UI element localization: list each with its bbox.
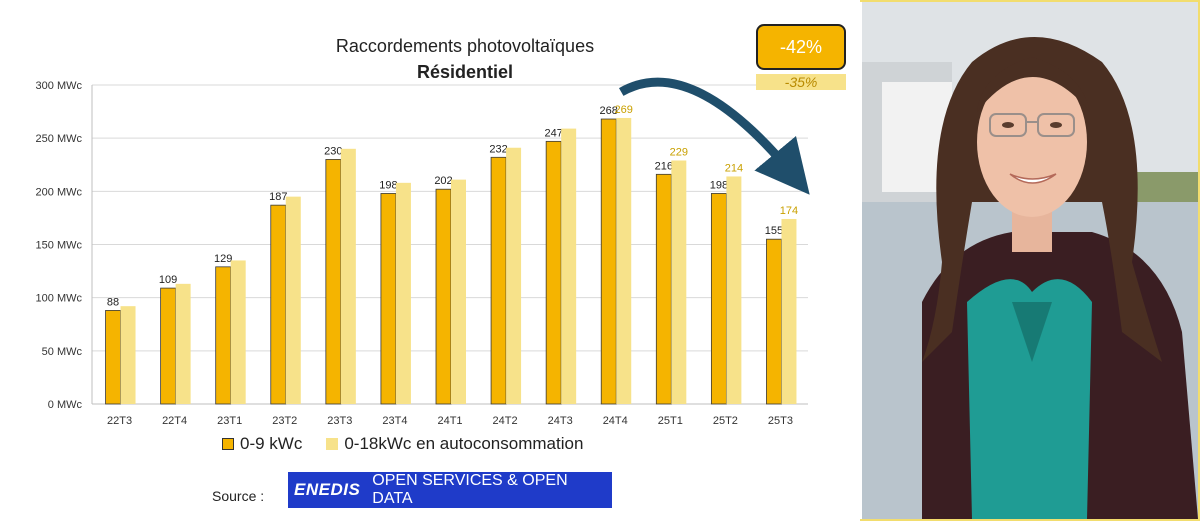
bar-series2 — [175, 283, 191, 404]
data-label-series1: 198 — [379, 179, 397, 191]
y-tick-label: 200 MWc — [36, 186, 83, 198]
x-tick-label: 23T2 — [272, 415, 297, 427]
bar-series1 — [380, 193, 397, 405]
decrease-badge-secondary: -35% — [756, 74, 846, 90]
bar-series2 — [451, 179, 466, 404]
y-tick-label: 300 MWc — [36, 80, 83, 92]
bar-series1 — [490, 156, 507, 405]
decline-arrow — [619, 77, 810, 195]
legend-swatch-series1 — [222, 438, 234, 450]
data-label-series1: 88 — [107, 296, 119, 308]
x-tick-label: 25T3 — [768, 415, 793, 427]
legend-item-series1: 0-9 kWc — [222, 434, 302, 454]
bar-series2 — [671, 160, 687, 404]
chart-legend: 0-9 kWc 0-18kWc en autoconsommation — [222, 434, 607, 454]
bar-series1 — [160, 287, 177, 405]
legend-label-series1: 0-9 kWc — [240, 434, 303, 453]
x-tick-label: 25T1 — [658, 415, 683, 427]
data-label-series2: 269 — [615, 104, 633, 116]
portrait-illustration — [862, 2, 1198, 519]
bar-series1 — [105, 310, 121, 405]
data-label-series1: 155 — [765, 225, 783, 237]
bar-series2 — [506, 147, 522, 404]
data-label-series1: 216 — [655, 160, 673, 172]
data-label-series1: 198 — [710, 179, 728, 191]
bar-series2 — [230, 260, 246, 404]
bar-series2 — [120, 306, 136, 404]
x-tick-label: 24T4 — [603, 415, 628, 427]
chart-panel: 0 MWc 50 MWc 100 MWc 150 MWc 200 MWc 250 MWc 3… — [35, 24, 846, 508]
x-tick-label: 23T4 — [382, 415, 407, 427]
y-tick-label: 250 MWc — [36, 133, 83, 145]
bar-series2 — [616, 117, 632, 405]
bar-series1 — [600, 118, 617, 405]
y-tick-label: 100 MWc — [36, 293, 83, 305]
x-tick-label: 23T3 — [327, 415, 352, 427]
source-label: Source : — [212, 488, 265, 504]
data-label-series1: 109 — [159, 274, 177, 286]
data-label-series2: 229 — [670, 146, 688, 158]
bar-series1 — [270, 204, 287, 405]
chart-title: Raccordements photovoltaïques — [335, 36, 595, 56]
bar-series2 — [285, 196, 301, 404]
x-tick-label: 22T3 — [107, 415, 132, 427]
x-tick-label: 24T2 — [493, 415, 518, 427]
enedis-open-data-banner: ENEDIS OPEN SERVICES & OPEN DATA — [288, 472, 612, 508]
decrease-badge: -42% — [756, 24, 846, 70]
bar-series1 — [710, 193, 727, 405]
bar-chart: 0 MWc 50 MWc 100 MWc 150 MWc 200 MWc 250 MWc 3… — [36, 77, 810, 427]
data-label-series1: 129 — [214, 253, 232, 265]
y-tick-label: 150 MWc — [36, 240, 83, 252]
bar-series1 — [435, 188, 452, 405]
chart-subtitle: Résidentiel — [416, 62, 514, 82]
x-tick-label: 22T4 — [162, 415, 187, 427]
data-label-series1: 202 — [434, 175, 452, 187]
legend-label-series2: 0-18kWc en autoconsommation — [344, 434, 584, 453]
bar-series1 — [655, 173, 672, 405]
data-label-series1: 232 — [489, 143, 507, 155]
bar-series2 — [726, 176, 742, 404]
x-tick-label: 24T1 — [437, 415, 462, 427]
bar-series1 — [325, 159, 342, 405]
y-tick-label: 0 MWc — [48, 399, 83, 411]
x-tick-label: 23T1 — [217, 415, 242, 427]
portrait-photo — [862, 2, 1198, 519]
data-label-series2: 174 — [780, 205, 798, 217]
x-tick-label: 25T2 — [713, 415, 738, 427]
bar-series2 — [340, 148, 356, 404]
data-label-series1: 247 — [544, 127, 562, 139]
enedis-logo: ENEDIS — [294, 480, 361, 499]
bar-series1 — [766, 238, 782, 405]
data-label-series1: 187 — [269, 191, 287, 203]
data-label-series1: 268 — [600, 105, 618, 117]
data-label-series2: 214 — [725, 162, 743, 174]
bar-series1 — [545, 140, 562, 405]
bar-series2 — [395, 182, 411, 404]
legend-item-series2: 0-18kWc en autoconsommation — [326, 434, 583, 454]
bar-series2 — [781, 218, 797, 404]
y-tick-label: 50 MWc — [42, 346, 83, 358]
data-label-series1: 230 — [324, 145, 342, 157]
enedis-banner-text: OPEN SERVICES & OPEN DATA — [372, 472, 568, 507]
x-tick-label: 24T3 — [548, 415, 573, 427]
bar-series2 — [561, 128, 577, 404]
legend-swatch-series2 — [326, 438, 339, 450]
bar-series1 — [215, 266, 232, 405]
